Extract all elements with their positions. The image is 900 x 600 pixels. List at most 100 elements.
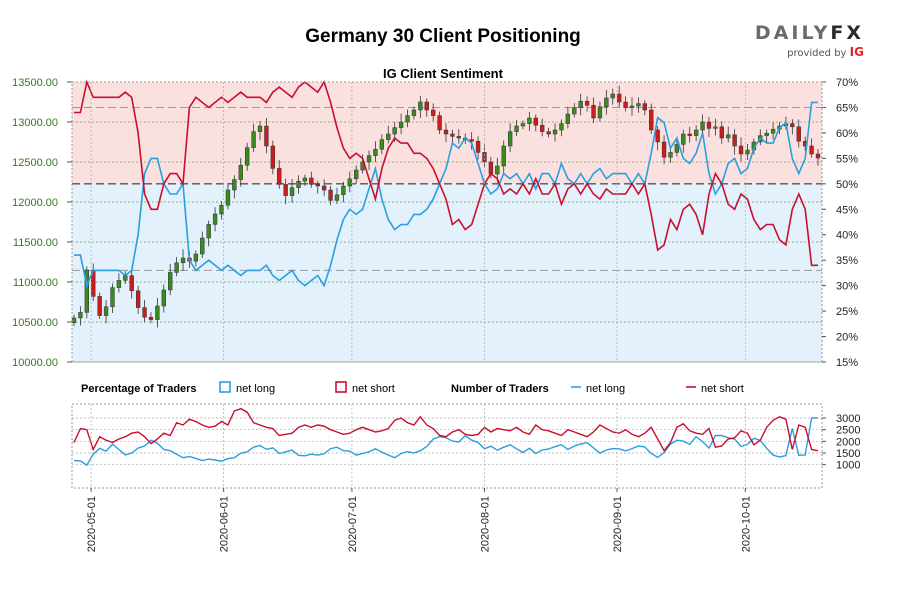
date-tick-label: 2020-06-01 (219, 496, 231, 552)
candle-body (411, 109, 417, 116)
candle-body (565, 113, 571, 124)
count-tick-label: 2500 (836, 425, 860, 437)
candle-body (103, 306, 109, 316)
candle-body (469, 139, 474, 142)
date-tick-label: 2020-09-01 (612, 496, 624, 552)
candle-body (97, 296, 102, 316)
candle-body (84, 269, 90, 313)
candle-body (770, 128, 776, 134)
candle-body (706, 121, 712, 129)
legend-pct-title: Percentage of Traders (81, 383, 197, 395)
candle-body (700, 121, 705, 131)
candle-body (495, 165, 500, 175)
candle-body (315, 184, 320, 187)
candle-body (347, 178, 352, 187)
price-tick-label: 10500.00 (12, 317, 58, 329)
date-tick-label: 2020-10-01 (740, 496, 752, 552)
candle-body (584, 100, 590, 106)
candle-body (142, 307, 147, 318)
count-tick-label: 2000 (836, 436, 860, 448)
candle-body (206, 224, 211, 239)
candle-body (815, 153, 821, 159)
candle-body (219, 204, 224, 215)
candle-body (392, 127, 397, 135)
candle-body (809, 145, 814, 155)
candle-body (366, 155, 372, 163)
candle-body (649, 109, 654, 131)
candle-body (745, 149, 750, 155)
price-tick-label: 12000.00 (12, 197, 58, 209)
pct-tick-label: 70% (836, 77, 858, 89)
candle-body (405, 115, 410, 123)
net-short-pct-line (74, 79, 818, 267)
candle-body (520, 123, 526, 127)
candle-body (764, 132, 769, 136)
pct-tick-label: 65% (836, 102, 858, 114)
candle-body (738, 145, 744, 155)
pct-tick-label: 35% (836, 255, 858, 267)
candle-body (78, 312, 83, 319)
net-long-count-line (73, 417, 818, 467)
net-short-count-line (73, 407, 819, 452)
legend-pct-long-swatch (219, 381, 231, 393)
pct-tick-label: 30% (836, 281, 858, 293)
candle-body (450, 133, 455, 137)
candle-body (693, 129, 699, 136)
candle-body (604, 97, 609, 108)
candle-body (161, 289, 166, 307)
candle-body (655, 129, 660, 143)
candle-body (681, 133, 686, 145)
legend-row: Percentage of Traders net long net short… (81, 381, 744, 395)
candle-body (796, 126, 801, 142)
dailyfx-logo: DAILYFX provided by IG (755, 22, 864, 59)
candle-body (687, 133, 692, 136)
candle-body (71, 317, 77, 324)
legend-num-short: net short (701, 383, 744, 395)
candle-body (636, 103, 641, 107)
candle-body (719, 126, 724, 139)
candle-body (155, 305, 160, 320)
legend-pct-short-swatch (335, 381, 347, 393)
candle-body (334, 194, 340, 201)
candle-body (309, 177, 314, 185)
candle-body (430, 109, 436, 116)
pct-tick-label: 20% (836, 332, 858, 344)
candle-body (661, 141, 667, 158)
net-long-pct-line (74, 101, 818, 289)
candle-body (418, 101, 423, 111)
candle-body (283, 184, 288, 196)
candle-body (668, 152, 673, 158)
pct-tick-label: 40% (836, 230, 858, 242)
candle-body (475, 140, 481, 153)
count-tick-label: 1000 (836, 460, 860, 472)
date-tick-label: 2020-05-01 (86, 496, 98, 552)
candle-body (341, 185, 346, 196)
candle-body (129, 275, 134, 292)
candle-body (225, 189, 231, 206)
price-tick-label: 11500.00 (13, 237, 58, 249)
candle-body (424, 101, 429, 111)
candle-body (591, 104, 596, 119)
price-axis-ticks: 10000.00 10500.00 11000.00 11500.00 12000.00… (12, 77, 72, 369)
price-tick-label: 12500.00 (12, 157, 58, 169)
chart-title: Germany 30 Client Positioning (305, 26, 581, 47)
candle-body (572, 107, 577, 115)
candle-body (321, 185, 327, 191)
price-tick-label: 13500.00 (12, 77, 58, 89)
price-panel-frame (71, 81, 823, 363)
candle-body (642, 103, 648, 111)
candle-body (540, 124, 545, 132)
pct-tick-label: 15% (836, 357, 858, 369)
legend-num-title: Number of Traders (451, 383, 549, 395)
candle-body (135, 290, 141, 308)
logo-suffix: FX (830, 22, 864, 44)
pct-tick-label: 45% (836, 204, 858, 216)
candle-body (552, 129, 558, 135)
candle-body (488, 161, 494, 175)
pct-tick-label: 55% (836, 153, 858, 165)
candle-body (386, 133, 391, 140)
candle-body (732, 134, 737, 147)
candle-body (193, 253, 199, 262)
